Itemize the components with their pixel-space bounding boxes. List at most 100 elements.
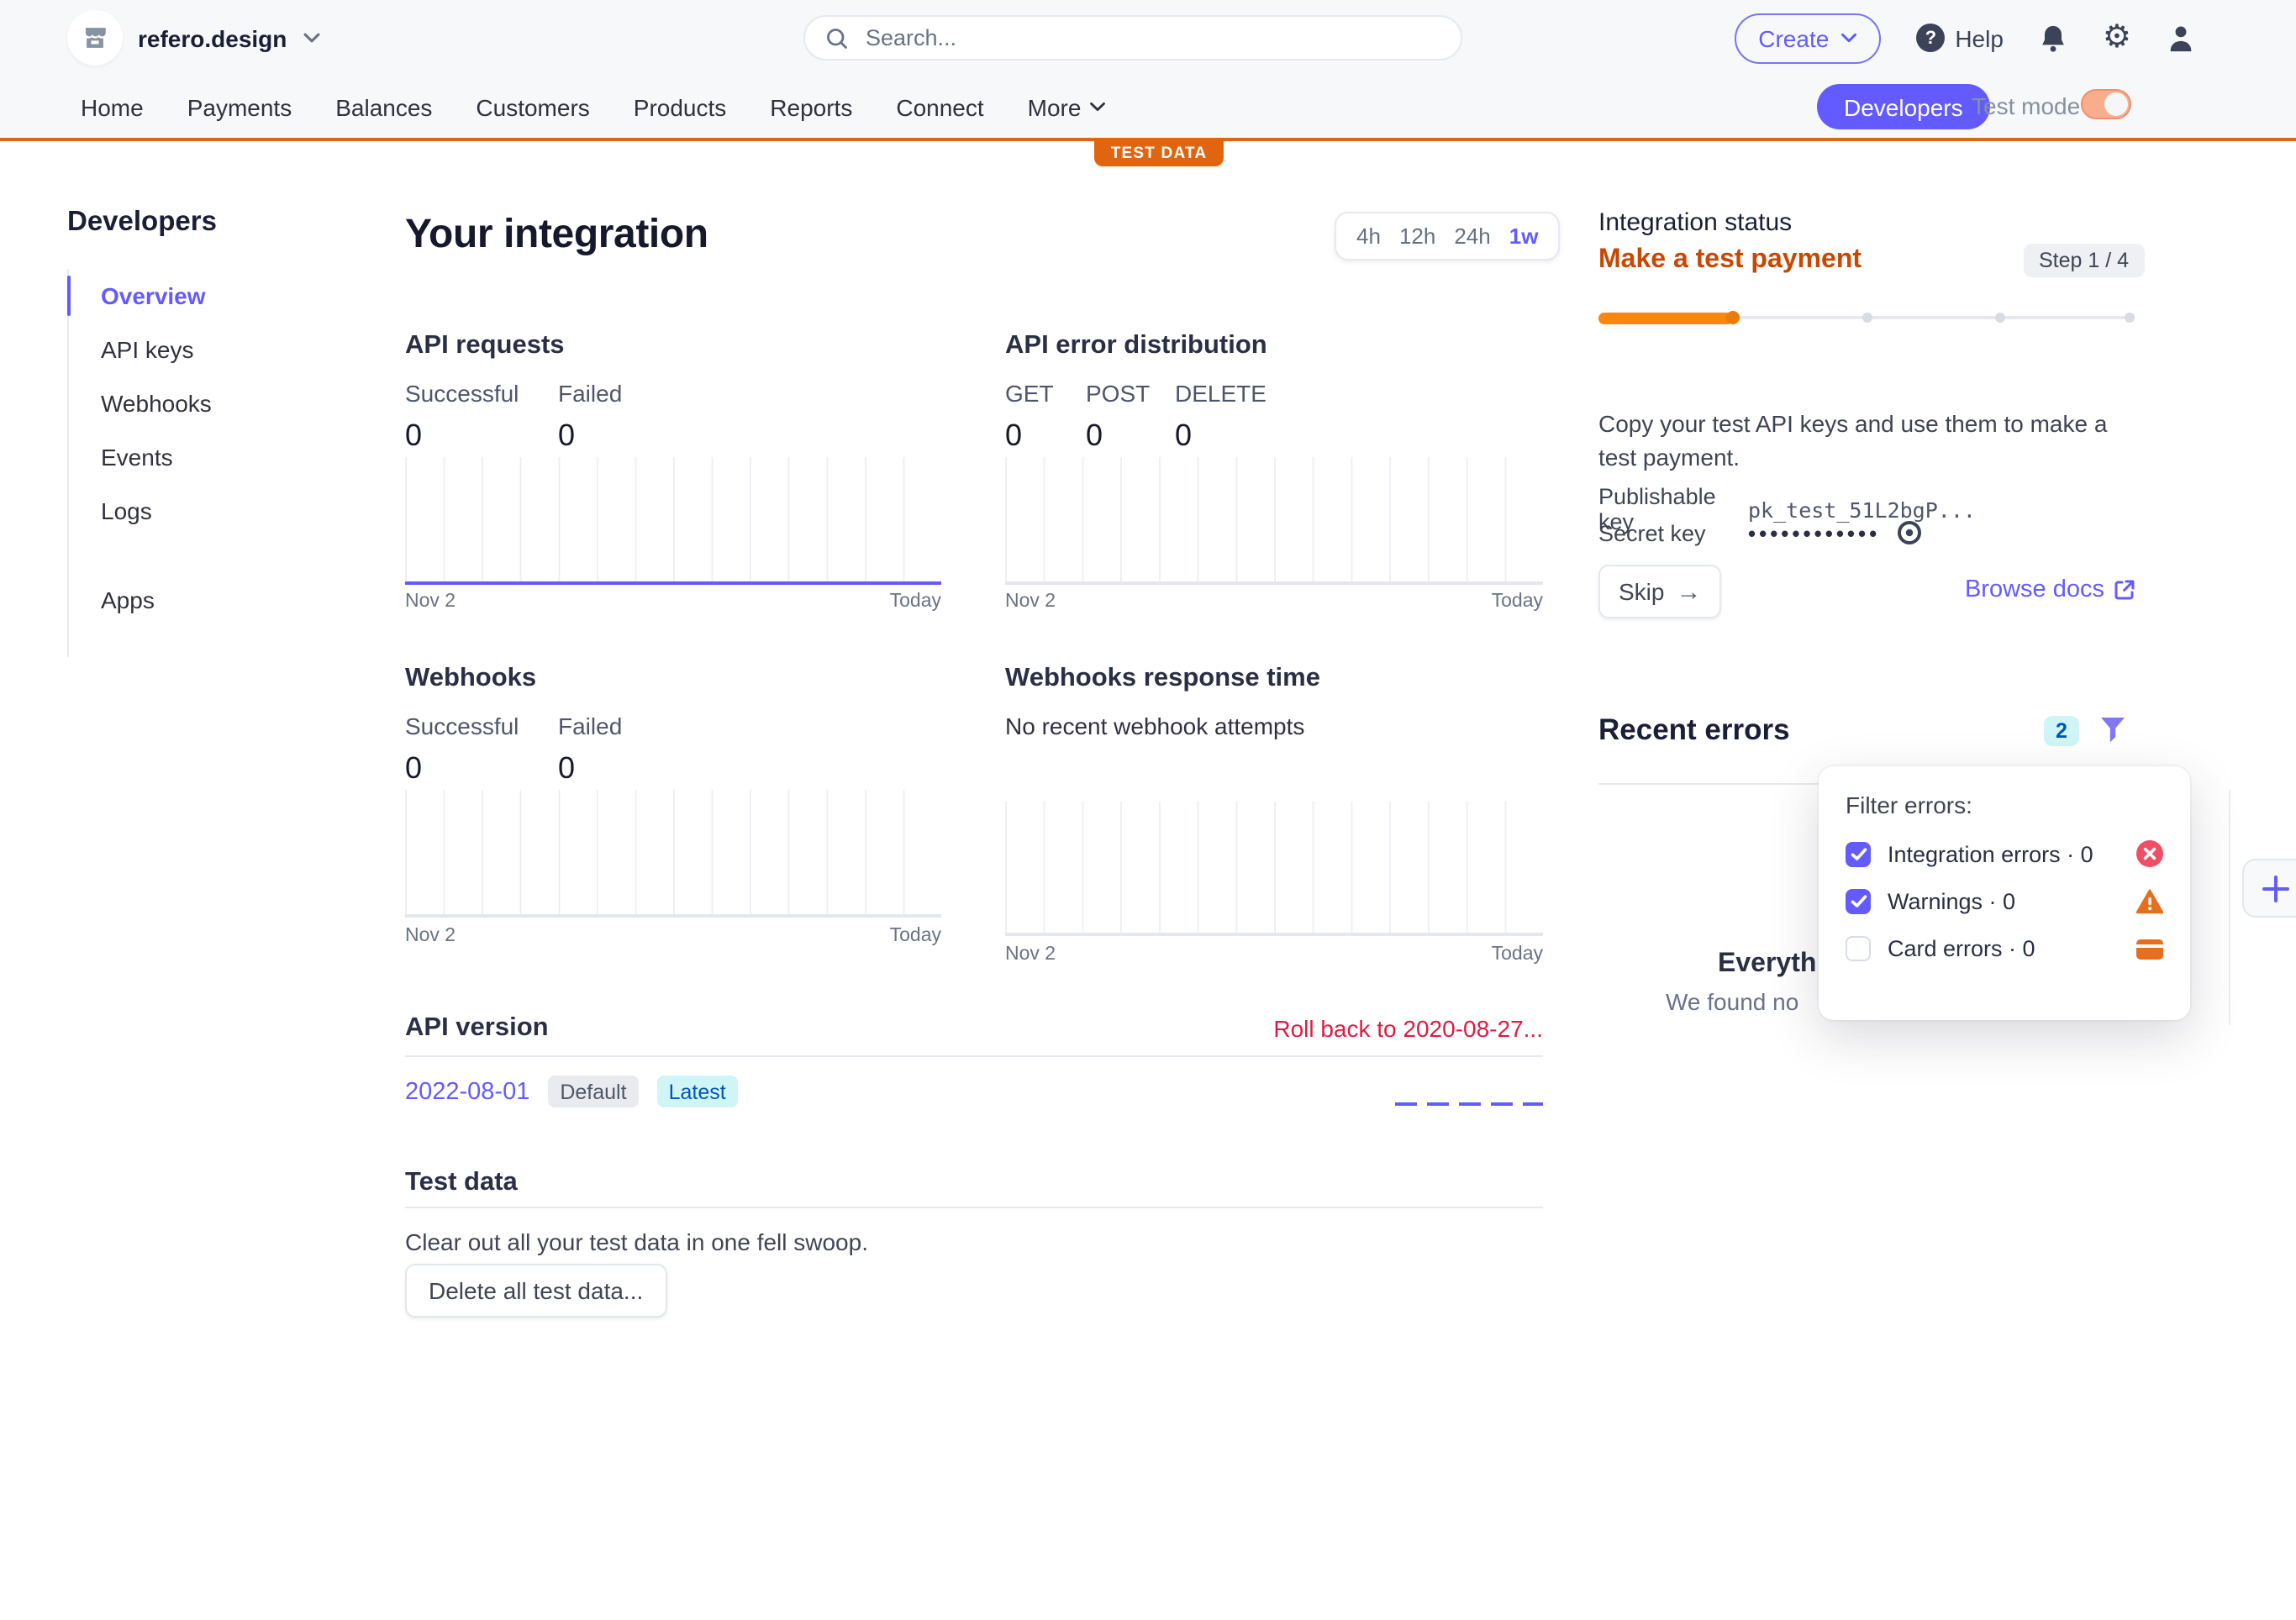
axis-start: Nov 2 [1005, 592, 1056, 612]
toggle-knob [2104, 92, 2128, 116]
sidebar-item-label: Events [101, 444, 173, 471]
sidebar-item-label: API keys [101, 336, 194, 363]
delete-test-data-button[interactable]: Delete all test data... [405, 1264, 667, 1318]
progress-dot [1995, 313, 2006, 323]
filter-row-integration-errors: Integration errors · 0 [1846, 840, 2163, 867]
empty-state-text-fragment: We found no [1666, 988, 1799, 1015]
filter-funnel-icon[interactable] [2098, 714, 2128, 746]
failed-value: 0 [558, 418, 576, 452]
test-mode-label: Test mode [1972, 92, 2081, 119]
error-circle-icon [2136, 840, 2163, 867]
create-button[interactable]: Create [1735, 13, 1882, 63]
nav-item-products[interactable]: Products [633, 93, 727, 120]
topbar-actions: Create ? Help ⚙ [1735, 0, 2195, 76]
divider [405, 1055, 1543, 1057]
chevron-down-icon [303, 33, 319, 43]
webhooks-response-empty-text: No recent webhook attempts [1005, 713, 1305, 739]
developers-pill-button[interactable]: Developers [1817, 84, 1990, 129]
browse-docs-link[interactable]: Browse docs [1849, 576, 2135, 603]
skip-button[interactable]: Skip → [1598, 565, 1722, 618]
webhooks-stats: Successful 0 Failed 0 [405, 713, 941, 786]
arrow-right-icon: → [1676, 577, 1702, 606]
sidebar-item-api-keys[interactable]: API keys [69, 323, 355, 376]
range-option-4h[interactable]: 4h [1356, 224, 1381, 249]
progress-dot-current [1725, 311, 1740, 324]
store-logo-icon [67, 10, 123, 66]
checkbox-checked[interactable] [1846, 841, 1871, 866]
delete-value: 0 [1175, 418, 1193, 452]
sidebar-item-label: Webhooks [101, 390, 212, 417]
default-badge: Default [548, 1076, 639, 1107]
settings-gear-icon[interactable]: ⚙ [2102, 20, 2131, 55]
range-option-24h[interactable]: 24h [1454, 224, 1491, 249]
account-switcher[interactable]: refero.design [67, 0, 320, 76]
checkbox-checked[interactable] [1846, 889, 1871, 914]
api-requests-title: API requests [405, 331, 565, 360]
sidebar-item-events[interactable]: Events [69, 430, 355, 484]
publishable-key-value[interactable]: pk_test_51L2bgP... [1748, 497, 1976, 522]
chevron-down-icon [1841, 33, 1857, 43]
progress-dot [1862, 313, 1872, 323]
help-button[interactable]: ? Help [1916, 24, 2004, 52]
axis-end: Today [889, 592, 941, 612]
post-label: POST [1086, 380, 1151, 407]
sidebar-item-apps[interactable]: Apps [69, 573, 355, 627]
test-mode-toggle[interactable] [2081, 89, 2131, 119]
test-data-title: Test data [405, 1168, 518, 1197]
external-link-icon [2114, 580, 2135, 600]
secret-key-label: Secret key [1598, 520, 1706, 545]
filter-row-label: Integration errors · 0 [1888, 841, 2093, 866]
secret-key-row: Secret key •••••••••••• [1598, 519, 1922, 546]
chevron-down-icon [1090, 102, 1106, 112]
failed-label: Failed [558, 380, 623, 407]
api-requests-chart [405, 457, 941, 585]
nav-item-more[interactable]: More [1028, 93, 1107, 120]
nav-item-reports[interactable]: Reports [770, 93, 853, 120]
search-icon [827, 28, 847, 48]
api-errors-chart [1005, 457, 1543, 585]
checkbox-unchecked[interactable] [1846, 936, 1871, 961]
nav-item-connect[interactable]: Connect [896, 93, 984, 120]
redacted-dashed-line [1395, 1102, 1543, 1106]
create-button-label: Create [1758, 24, 1830, 51]
rollback-link[interactable]: Roll back to 2020-08-27... [1273, 1015, 1543, 1042]
webhooks-response-title: Webhooks response time [1005, 664, 1320, 692]
test-data-description: Clear out all your test data in one fell… [405, 1228, 868, 1255]
failed-value: 0 [558, 751, 576, 785]
axis-start: Nov 2 [405, 926, 456, 946]
progress-bar [1598, 309, 2135, 326]
filter-row-card-errors: Card errors · 0 [1846, 936, 2163, 961]
reveal-eye-icon[interactable] [1895, 519, 1922, 546]
nav-item-payments[interactable]: Payments [187, 93, 292, 120]
failed-label: Failed [558, 713, 623, 739]
range-option-12h[interactable]: 12h [1398, 224, 1436, 249]
add-panel-button[interactable] [2242, 859, 2296, 918]
sidebar-item-logs[interactable]: Logs [69, 484, 355, 538]
filter-row-warnings: Warnings · 0 [1846, 889, 2163, 914]
sidebar-item-overview[interactable]: Overview [66, 269, 355, 323]
nav-item-home[interactable]: Home [81, 93, 144, 120]
axis-end: Today [1491, 592, 1543, 612]
webhooks-response-axis: Nov 2 Today [1005, 944, 1543, 965]
global-search[interactable] [803, 15, 1462, 60]
skip-label: Skip [1619, 578, 1665, 605]
browse-docs-label: Browse docs [1964, 576, 2104, 603]
axis-start: Nov 2 [405, 592, 456, 612]
api-version-link[interactable]: 2022-08-01 [405, 1078, 530, 1105]
range-option-1w-selected[interactable]: 1w [1509, 224, 1539, 249]
get-label: GET [1005, 380, 1054, 407]
question-circle-icon: ? [1916, 24, 1946, 52]
publishable-key-row: Publishable key pk_test_51L2bgP... [1598, 484, 1976, 534]
time-range-picker: 4h 12h 24h 1w [1335, 212, 1561, 260]
sidebar-item-webhooks[interactable]: Webhooks [69, 376, 355, 430]
user-avatar-icon[interactable] [2167, 23, 2195, 53]
secret-key-value: •••••••••••• [1748, 520, 1881, 545]
plus-icon [2273, 876, 2278, 902]
nav-item-balances[interactable]: Balances [335, 93, 433, 120]
sidebar-item-label: Overview [101, 282, 206, 309]
post-value: 0 [1086, 418, 1103, 452]
search-input[interactable] [862, 24, 1373, 52]
integration-status-title: Integration status [1598, 208, 1793, 237]
notifications-bell-icon[interactable] [2039, 23, 2067, 53]
nav-item-customers[interactable]: Customers [476, 93, 590, 120]
